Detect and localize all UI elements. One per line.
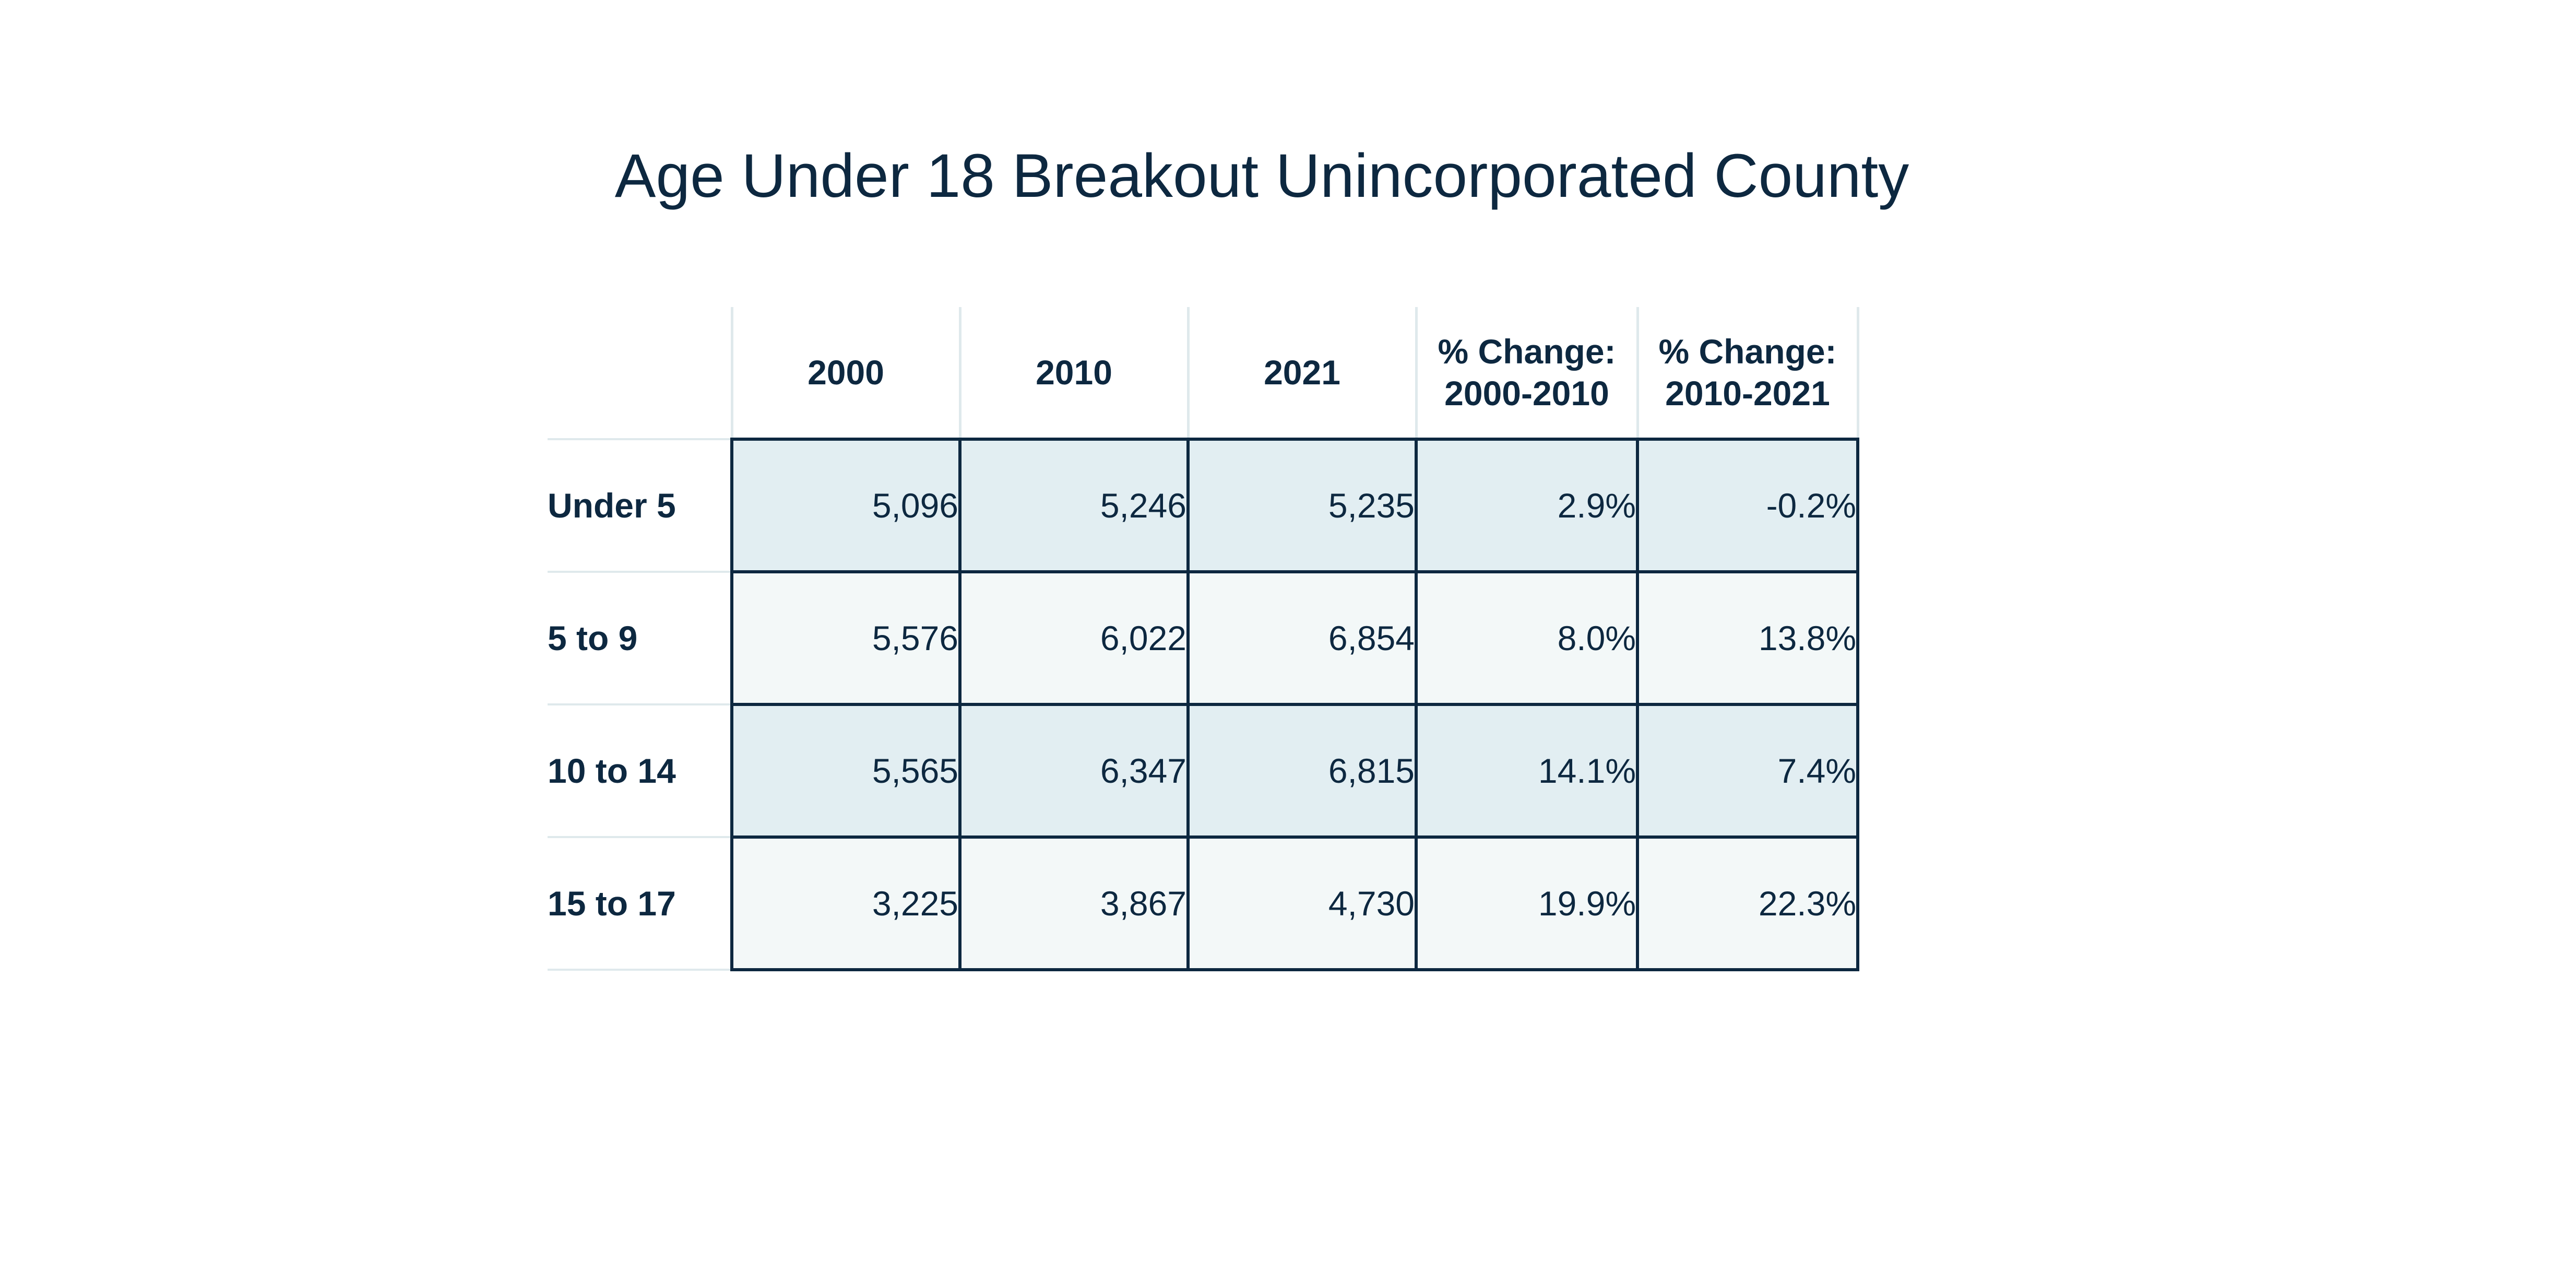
- table-header-row: 2000 2010 2021 % Change: 2000-2010 % Cha…: [548, 307, 1859, 439]
- column-header-2021: 2021: [1188, 307, 1418, 439]
- table-cell: 19.9%: [1415, 835, 1639, 971]
- column-header-change-2000-2010: % Change: 2000-2010: [1416, 307, 1639, 439]
- table-cell: 3,225: [730, 835, 961, 971]
- table-cell: 6,854: [1186, 570, 1418, 706]
- column-header-label: 2000: [808, 353, 884, 392]
- row-label-10-to-14: 10 to 14: [548, 703, 732, 838]
- table-cell: 5,235: [1186, 438, 1418, 573]
- table-cell: 22.3%: [1636, 835, 1859, 971]
- table-cell: -0.2%: [1636, 438, 1859, 573]
- column-header-label: 2010: [1036, 353, 1112, 392]
- table-cell: 5,246: [958, 438, 1190, 573]
- page-title: Age Under 18 Breakout Unincorporated Cou…: [614, 142, 1909, 210]
- table-cell: 5,565: [730, 703, 961, 839]
- column-header-label: % Change:: [1438, 332, 1616, 371]
- age-breakout-table: 2000 2010 2021 % Change: 2000-2010 % Cha…: [548, 307, 1859, 971]
- column-header-2010: 2010: [960, 307, 1190, 439]
- column-header-change-2010-2021: % Change: 2010-2021: [1637, 307, 1859, 439]
- table-cell: 6,022: [958, 570, 1190, 706]
- table-row: 15 to 17 3,225 3,867 4,730 19.9% 22.3%: [548, 835, 1859, 971]
- header-corner-cell: [548, 307, 733, 439]
- table-cell: 14.1%: [1415, 703, 1639, 839]
- table-row: 10 to 14 5,565 6,347 6,815 14.1% 7.4%: [548, 703, 1859, 839]
- column-header-sublabel: 2000-2010: [1444, 374, 1609, 413]
- table-row: 5 to 9 5,576 6,022 6,854 8.0% 13.8%: [548, 570, 1859, 706]
- row-label-5-to-9: 5 to 9: [548, 571, 732, 705]
- column-header-label: 2021: [1264, 353, 1340, 392]
- column-header-label: % Change:: [1658, 332, 1837, 371]
- table-cell: 5,576: [730, 570, 961, 706]
- row-label-under-5: Under 5: [548, 438, 732, 573]
- table-cell: 7.4%: [1636, 703, 1859, 839]
- table-cell: 6,347: [958, 703, 1190, 839]
- column-header-2000: 2000: [732, 307, 961, 439]
- table-cell: 13.8%: [1636, 570, 1859, 706]
- table-cell: 6,815: [1186, 703, 1418, 839]
- row-label-15-to-17: 15 to 17: [548, 836, 732, 971]
- column-header-sublabel: 2010-2021: [1665, 374, 1830, 413]
- table-cell: 4,730: [1186, 835, 1418, 971]
- table-cell: 8.0%: [1415, 570, 1639, 706]
- table-cell: 3,867: [958, 835, 1190, 971]
- table-cell: 5,096: [730, 438, 961, 573]
- table-row: Under 5 5,096 5,246 5,235 2.9% -0.2%: [548, 438, 1859, 573]
- table-cell: 2.9%: [1415, 438, 1639, 573]
